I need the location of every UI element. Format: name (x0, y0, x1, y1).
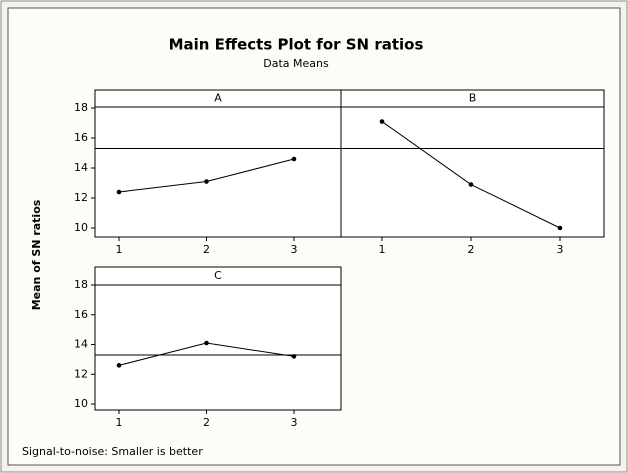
point (291, 156, 297, 162)
strip-label: A (214, 92, 222, 105)
point (116, 363, 122, 368)
chart-title: Main Effects Plot for SN ratios (169, 36, 424, 54)
x-tick-label: 1 (116, 243, 123, 256)
y-tick-label: 14 (74, 338, 88, 351)
point (204, 179, 209, 184)
point (468, 182, 474, 187)
point (291, 354, 297, 359)
footnote: Signal-to-noise: Smaller is better (22, 445, 203, 458)
x-tick-label: 1 (379, 243, 386, 256)
x-tick-label: 3 (557, 243, 564, 256)
point (116, 189, 122, 195)
chart-subtitle: Data Means (263, 57, 329, 70)
panel (340, 89, 605, 238)
y-axis-label: Mean of SN ratios (30, 199, 43, 310)
y-tick-label: 18 (74, 278, 88, 291)
x-tick-label: 2 (468, 243, 475, 256)
x-tick-label: 1 (116, 416, 123, 429)
y-tick-label: 16 (74, 131, 88, 144)
y-tick-label: 16 (74, 308, 88, 321)
x-tick-label: 2 (203, 416, 210, 429)
y-tick-label: 14 (74, 161, 88, 174)
strip-label: B (469, 92, 477, 105)
strip-label: C (214, 269, 222, 282)
y-tick-label: 10 (74, 221, 88, 234)
y-tick-label: 18 (74, 101, 88, 114)
x-tick-label: 3 (291, 416, 298, 429)
panel (94, 266, 342, 411)
point (379, 119, 385, 124)
y-tick-label: 12 (74, 191, 88, 204)
panel (94, 89, 342, 238)
point (204, 340, 209, 346)
x-tick-label: 3 (291, 243, 298, 256)
x-tick-label: 2 (203, 243, 210, 256)
y-tick-label: 12 (74, 367, 88, 380)
point (557, 225, 563, 231)
y-tick-label: 10 (74, 397, 88, 410)
